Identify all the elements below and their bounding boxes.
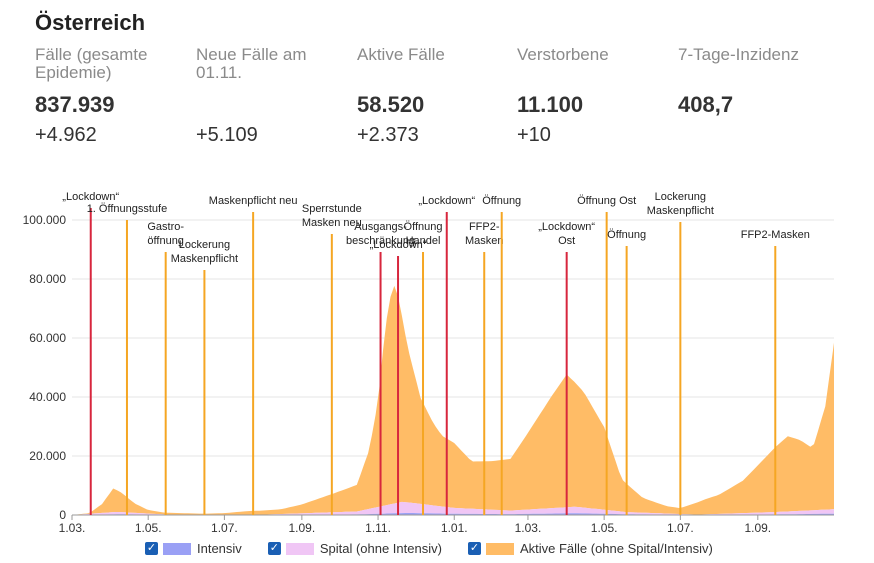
annotation-label: Maskenpflicht <box>647 205 714 217</box>
annotation-label: „Lockdown“ <box>418 195 475 207</box>
annotation-label: Lockerung <box>179 239 230 251</box>
annotation-label: Öffnung <box>404 221 443 233</box>
stat-label: Neue Fälle am 01.11. <box>196 45 307 82</box>
annotation-label: öffnung <box>147 235 184 247</box>
x-tick-label: 1.09. <box>288 521 315 535</box>
legend-swatch <box>163 542 191 555</box>
y-tick-label: 40.000 <box>29 390 66 404</box>
stat-change: +2.373 <box>357 124 419 146</box>
area-series-1 <box>72 501 834 515</box>
stat-active-cases: Aktive Fälle 58.520 +2.373 <box>357 46 507 147</box>
stat-change: +10 <box>517 124 551 146</box>
annotation-label: Lockerung <box>655 191 706 203</box>
x-tick-label: 1.03. <box>59 521 86 535</box>
annotation-label: 1. Öffnungsstufe <box>87 203 168 215</box>
y-tick-label: 100.000 <box>23 213 67 227</box>
annotation-label: „Lockdown“ <box>62 191 119 203</box>
area-series-2 <box>72 285 834 515</box>
checkbox-icon[interactable]: ✓ <box>467 542 481 555</box>
checkbox-icon[interactable]: ✓ <box>267 542 281 555</box>
annotation-label: beschränkung <box>346 235 415 247</box>
stat-deaths: Verstorbene 11.100 +10 <box>517 46 667 147</box>
y-tick-label: 0 <box>59 508 66 522</box>
legend-swatch <box>485 542 514 555</box>
annotation-label: FFP2- <box>469 221 500 233</box>
legend-label: Aktive Fälle (ohne Spital/Intensiv) <box>519 541 713 556</box>
chart-legend: ✓ Intensiv ✓ Spital (ohne Intensiv) ✓ Ak… <box>145 541 739 556</box>
x-tick-label: 1.01. <box>441 521 468 535</box>
annotation-label: Maskenpflicht neu <box>209 195 298 207</box>
stat-value: 837.939 <box>35 92 115 117</box>
annotation-label: „Lockdown“ <box>538 221 595 233</box>
legend-item-spital[interactable]: ✓ Spital (ohne Intensiv) <box>267 541 442 556</box>
stat-total-cases: Fälle (gesamte Epidemie) 837.939 +4.962 <box>35 46 185 147</box>
stat-change: +5.109 <box>196 124 258 146</box>
annotation-label: Ost <box>558 235 575 247</box>
y-tick-label: 60.000 <box>29 331 66 345</box>
stat-value <box>196 92 346 120</box>
stat-label: Fälle (gesamte Epidemie) <box>35 45 148 82</box>
stat-incidence: 7-Tage-Inzidenz 408,7 <box>678 46 828 124</box>
checkbox-icon[interactable]: ✓ <box>145 542 158 555</box>
legend-item-aktive-faelle[interactable]: ✓ Aktive Fälle (ohne Spital/Intensiv) <box>467 541 713 556</box>
x-tick-label: 1.11. <box>365 521 391 535</box>
stat-value: 11.100 <box>517 92 584 117</box>
annotation-label: FFP2-Masken <box>741 229 810 241</box>
annotation-label: Masken <box>465 235 504 247</box>
legend-item-intensiv[interactable]: ✓ Intensiv <box>145 541 242 556</box>
legend-label: Spital (ohne Intensiv) <box>319 541 442 556</box>
annotation-label: Handel <box>406 235 441 247</box>
x-tick-label: 1.05. <box>135 521 162 535</box>
annotation-label: Maskenpflicht <box>171 253 238 265</box>
x-tick-label: 1.09. <box>744 521 771 535</box>
stat-new-cases: Neue Fälle am 01.11. +5.109 <box>196 46 346 147</box>
annotation-label: Öffnung Ost <box>577 195 636 207</box>
y-tick-label: 20.000 <box>29 449 66 463</box>
legend-label: Intensiv <box>197 541 242 556</box>
y-tick-label: 80.000 <box>29 272 66 286</box>
stat-change: +4.962 <box>35 124 97 146</box>
x-tick-label: 1.07. <box>667 521 694 535</box>
cases-area-chart: 0 20.000 40.000 60.000 80.000 100.000 1.03. 1.0… <box>23 191 834 535</box>
stat-label: Aktive Fälle <box>357 45 445 64</box>
x-tick-label: 1.05. <box>591 521 618 535</box>
x-tick-label: 1.07. <box>211 521 238 535</box>
annotation-label: Masken neu <box>302 217 362 229</box>
legend-swatch <box>285 542 314 555</box>
stat-label: 7-Tage-Inzidenz <box>678 45 799 64</box>
stat-value: 408,7 <box>678 92 734 117</box>
x-tick-label: 1.03. <box>515 521 542 535</box>
annotation-label: „Lockdown“ <box>370 239 427 251</box>
annotation-label: Sperrstunde <box>302 203 362 215</box>
page-title: Österreich <box>35 10 146 35</box>
annotation-label: Öffnung <box>482 195 521 207</box>
annotation-label: Öffnung <box>607 229 646 241</box>
stat-label: Verstorbene <box>517 45 609 64</box>
annotation-label: Ausgangs- <box>354 221 407 233</box>
stat-value: 58.520 <box>357 92 425 117</box>
annotation-label: Gastro- <box>147 221 184 233</box>
